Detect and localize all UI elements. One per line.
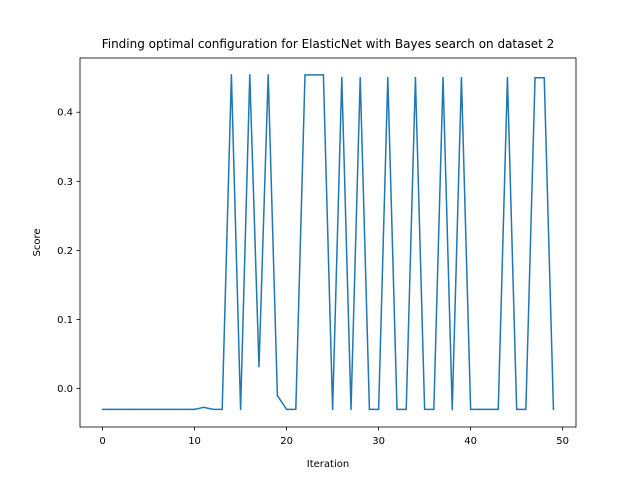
axes-frame (79, 57, 577, 428)
data-point-23 (313, 74, 315, 76)
y-tick-label-0: 0.0 (57, 384, 73, 395)
data-point-28 (359, 76, 361, 79)
data-point-18 (267, 74, 269, 76)
series-points (101, 74, 555, 411)
data-point-14 (230, 74, 233, 76)
data-point-10 (193, 408, 196, 411)
data-point-45 (515, 408, 518, 411)
data-point-20 (285, 408, 288, 411)
data-point-48 (543, 76, 545, 79)
data-point-30 (377, 408, 380, 411)
data-point-35 (423, 408, 426, 411)
y-tick-label-3: 0.3 (57, 177, 73, 188)
data-point-21 (295, 408, 297, 411)
series-line (102, 74, 555, 411)
data-point-34 (414, 76, 417, 79)
data-point-38 (451, 408, 453, 411)
data-point-15 (239, 408, 242, 411)
data-point-26 (341, 76, 343, 79)
data-point-39 (460, 76, 463, 79)
data-point-16 (249, 74, 251, 76)
x-tick-label-40: 40 (464, 436, 477, 447)
data-point-46 (525, 408, 527, 411)
x-tick-label-20: 20 (280, 436, 293, 447)
chart-title: Finding optimal configuration for Elasti… (102, 37, 555, 51)
data-point-33 (405, 408, 407, 411)
y-axis: 0.0 0.1 0.2 0.3 0.4 (57, 108, 80, 395)
y-tick-label-1: 0.1 (57, 315, 73, 326)
data-point-17 (258, 365, 260, 368)
x-axis: 0 10 20 30 40 50 (99, 427, 569, 447)
data-point-29 (368, 408, 371, 411)
data-point-19 (276, 394, 279, 397)
data-point-43 (497, 408, 499, 411)
data-point-40 (469, 408, 472, 411)
data-point-24 (322, 74, 325, 76)
data-point-36 (433, 408, 435, 411)
data-point-37 (442, 76, 444, 79)
data-point-4 (138, 408, 141, 411)
data-point-49 (552, 408, 555, 411)
x-axis-label: Iteration (307, 459, 349, 470)
data-point-5 (147, 408, 150, 411)
x-tick-label-50: 50 (556, 436, 569, 447)
data-point-7 (166, 408, 168, 411)
data-point-2 (120, 408, 122, 411)
data-point-47 (534, 76, 536, 79)
y-axis-label: Score (32, 228, 43, 256)
data-point-41 (479, 408, 481, 411)
data-point-13 (221, 408, 223, 411)
data-point-11 (203, 406, 205, 409)
data-point-3 (129, 408, 131, 411)
data-point-42 (488, 408, 490, 411)
x-tick-label-0: 0 (99, 436, 105, 447)
data-point-6 (157, 408, 159, 411)
data-point-44 (506, 76, 509, 79)
data-point-0 (101, 408, 104, 411)
x-tick-label-10: 10 (188, 436, 201, 447)
x-tick-label-30: 30 (372, 436, 385, 447)
data-point-22 (304, 74, 306, 76)
data-point-9 (184, 408, 187, 411)
data-point-31 (387, 76, 389, 79)
data-point-1 (111, 408, 113, 411)
data-point-8 (175, 408, 177, 411)
data-point-12 (212, 408, 214, 411)
data-point-32 (396, 408, 398, 411)
data-point-27 (350, 408, 352, 411)
y-tick-label-2: 0.2 (57, 246, 73, 257)
y-tick-label-4: 0.4 (57, 108, 73, 119)
data-point-25 (331, 408, 334, 411)
